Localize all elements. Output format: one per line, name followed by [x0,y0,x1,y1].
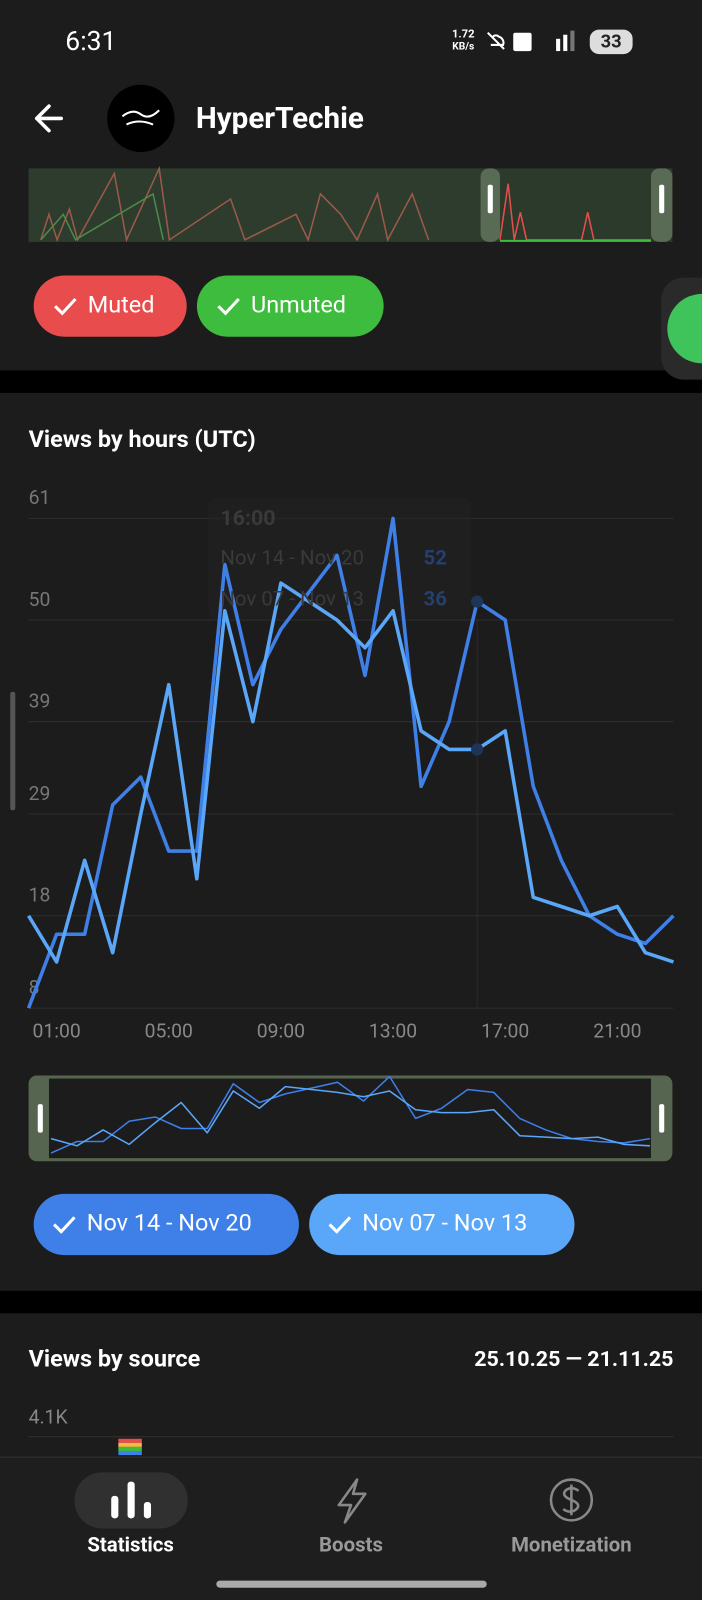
statistics-icon [111,1481,152,1519]
y-tick-label: 39 [29,689,51,712]
section-title: Views by source [29,1344,201,1372]
battery-level: 33 [601,32,622,53]
y-tick-label: 50 [29,588,51,611]
check-icon [217,297,240,316]
clock: 6:31 [65,26,116,57]
source-card [0,1313,702,1458]
nav-statistics[interactable]: Statistics [87,1532,174,1556]
tooltip-value: 52 [424,546,447,570]
monetization-icon [549,1478,594,1522]
x-tick-label: 21:00 [593,1020,641,1043]
back-button[interactable] [34,104,64,133]
series-line [50,1085,651,1147]
x-tick-label: 05:00 [145,1020,193,1043]
check-icon [328,1216,352,1234]
home-indicator [216,1580,487,1588]
x-tick-label: 01:00 [32,1020,80,1043]
chart-title: Views by hours (UTC) [29,425,256,453]
filter-label: Unmuted [251,290,346,318]
range-navigator [28,1075,673,1162]
avatar-logo [121,109,160,126]
legend-button[interactable] [33,1193,299,1256]
tooltip-point [471,743,484,756]
net-unit: KB/s [452,42,474,53]
y-tick-label: 8 [29,976,40,999]
filter-unmuted[interactable] [196,275,384,337]
legend: Nov 14 - Nov 20 Nov 07 - Nov 13 [33,1193,575,1256]
dollar-sign [562,1484,580,1516]
x-tick-label: 17:00 [481,1020,529,1043]
bar-top [118,1438,142,1456]
scroll-indicator [10,691,16,811]
check-icon [52,1216,76,1234]
tooltip-value: 36 [424,586,447,610]
tooltip-point [471,595,484,608]
tooltip-box [208,497,472,619]
legend-label: Nov 07 - Nov 13 [362,1209,527,1237]
status-icons [487,29,633,55]
nav-monetization[interactable]: Monetization [511,1532,632,1556]
series-line [27,581,674,964]
legend-button[interactable] [309,1193,575,1256]
series-line [26,516,675,1009]
avatar [107,84,175,153]
filter-muted[interactable] [33,275,187,337]
filter-label: Muted [88,290,155,318]
whatsapp-icon [667,293,702,364]
x-tick-label: 13:00 [369,1020,417,1043]
channel-title: HyperTechie [196,102,364,136]
check-icon [54,297,77,316]
y-tick-label: 61 [29,486,51,509]
date-range: 25.10.25 — 21.11.25 [474,1347,673,1372]
y-tick-label: 29 [29,782,51,805]
net-speed: 1.72 [452,28,475,41]
x-tick-label: 09:00 [257,1020,305,1043]
legend-label: Nov 14 - Nov 20 [87,1209,252,1237]
y-tick-label: 18 [29,883,51,906]
plot-area: 8 18 29 39 50 61 01:00 05:00 09:00 13:00 17:00 21:0… [26,486,675,1043]
boosts-icon [337,1478,367,1524]
series-line [50,1075,651,1154]
nav-boosts[interactable]: Boosts [319,1532,383,1556]
tooltip-series: Nov 14 - Nov 20 [220,546,364,570]
y-tick-label: 4.1K [29,1405,69,1428]
notification-mini-chart [28,165,673,243]
tooltip-series: Nov 07 - Nov 13 [220,586,364,610]
tooltip-title: 16:00 [220,506,275,531]
